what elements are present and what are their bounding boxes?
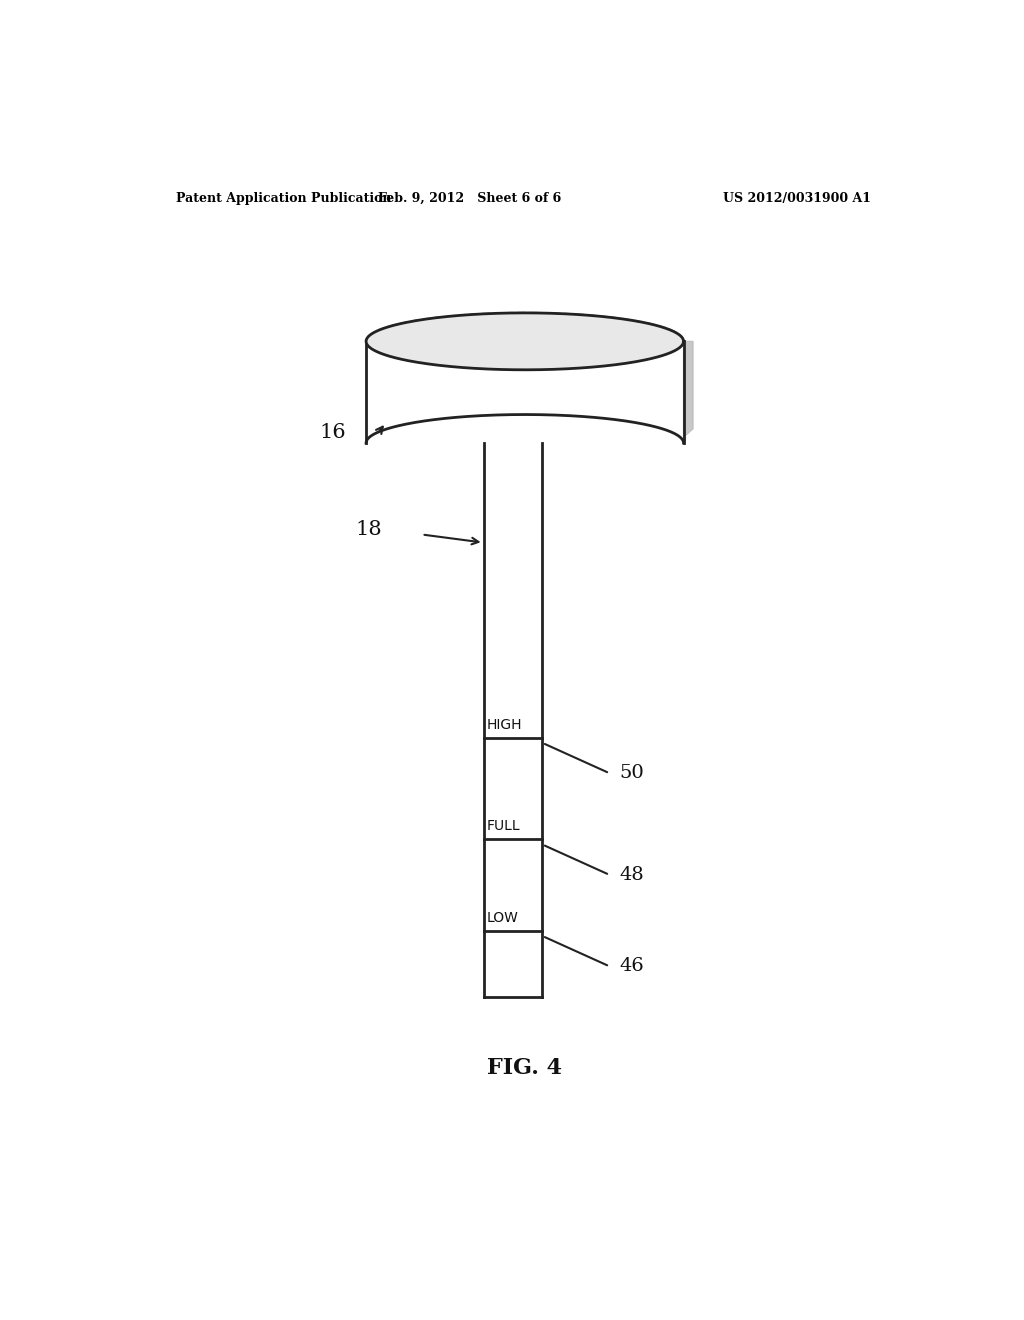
Polygon shape (367, 414, 684, 444)
Text: 46: 46 (620, 957, 644, 975)
Text: 48: 48 (620, 866, 644, 884)
Polygon shape (684, 342, 693, 437)
Text: 18: 18 (355, 520, 382, 539)
Polygon shape (483, 444, 543, 997)
Text: Patent Application Publication: Patent Application Publication (176, 191, 391, 205)
Text: FULL: FULL (486, 820, 520, 833)
Polygon shape (367, 313, 684, 370)
Text: FIG. 4: FIG. 4 (487, 1057, 562, 1078)
Text: LOW: LOW (486, 911, 518, 925)
Text: 16: 16 (319, 424, 346, 442)
Text: Feb. 9, 2012   Sheet 6 of 6: Feb. 9, 2012 Sheet 6 of 6 (378, 191, 561, 205)
Polygon shape (367, 342, 684, 444)
Text: 50: 50 (620, 764, 644, 783)
Text: HIGH: HIGH (486, 718, 522, 731)
Text: US 2012/0031900 A1: US 2012/0031900 A1 (723, 191, 871, 205)
